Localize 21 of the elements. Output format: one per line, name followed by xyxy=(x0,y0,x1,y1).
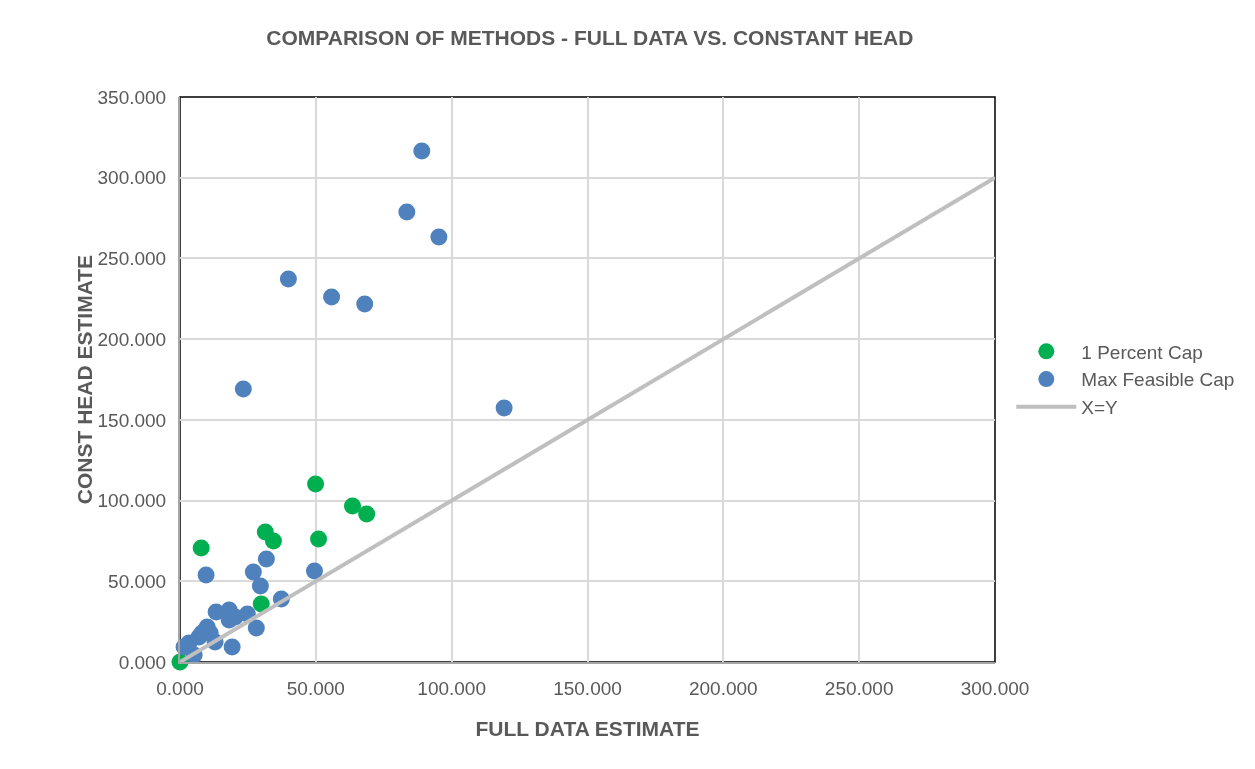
x-tick-label: 250.000 xyxy=(824,677,894,699)
y-axis-title: CONST HEAD ESTIMATE xyxy=(72,254,96,505)
y-tick-label: 350.000 xyxy=(97,86,167,108)
y-tick-label: 200.000 xyxy=(97,328,167,350)
y-tick-label: 150.000 xyxy=(97,409,167,431)
y-tick-label: 250.000 xyxy=(97,248,167,270)
x-axis-title: FULL DATA ESTIMATE xyxy=(475,717,700,740)
chart-title: COMPARISON OF METHODS - FULL DATA VS. CONSTANT HEAD xyxy=(266,26,914,50)
x-tick-label: 300.000 xyxy=(960,677,1030,699)
x-tick-label: 200.000 xyxy=(688,677,758,699)
legend-label: X=Y xyxy=(1081,397,1119,419)
y-tick-label: 0.000 xyxy=(118,651,167,673)
legend-label: 1 Percent Cap xyxy=(1081,341,1203,363)
x-tick-label: 0.000 xyxy=(156,677,204,699)
y-tick-label: 50.000 xyxy=(108,570,167,592)
legend-label: Max Feasible Cap xyxy=(1081,369,1235,391)
y-tick-label: 300.000 xyxy=(97,167,167,189)
x-tick-label: 100.000 xyxy=(417,677,487,699)
x-tick-label: 150.000 xyxy=(553,677,622,699)
x-tick-label: 50.000 xyxy=(286,677,345,699)
y-tick-label: 100.000 xyxy=(97,490,167,512)
